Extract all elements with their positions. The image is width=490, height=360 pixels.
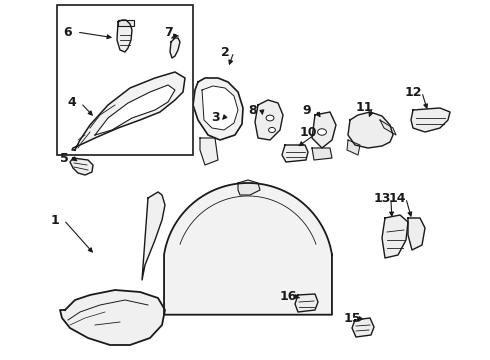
Text: 7: 7 [164,26,172,39]
Polygon shape [95,85,175,135]
Circle shape [269,127,275,132]
Polygon shape [72,72,185,150]
Polygon shape [282,145,308,162]
Text: 3: 3 [211,112,220,125]
Polygon shape [352,318,374,337]
Polygon shape [202,86,238,130]
Polygon shape [411,108,450,132]
Polygon shape [170,38,180,58]
Polygon shape [60,290,165,345]
Text: 9: 9 [303,104,311,117]
Polygon shape [70,158,93,175]
Polygon shape [380,120,396,135]
Text: 8: 8 [249,104,257,117]
Polygon shape [117,20,132,52]
Bar [57,5,193,155]
Polygon shape [164,183,332,315]
Text: 1: 1 [50,213,59,226]
Polygon shape [382,215,408,258]
Text: 11: 11 [355,100,373,113]
Polygon shape [312,148,332,160]
Polygon shape [142,192,165,280]
Polygon shape [347,140,360,155]
Polygon shape [118,20,134,26]
Polygon shape [255,100,283,140]
Circle shape [318,129,326,135]
Text: 15: 15 [343,311,361,324]
Polygon shape [193,78,243,140]
Text: 10: 10 [299,126,317,139]
Polygon shape [295,294,318,312]
Polygon shape [200,138,218,165]
Text: 14: 14 [388,192,406,204]
Text: 5: 5 [60,152,69,165]
Text: 13: 13 [373,192,391,204]
Text: 2: 2 [220,45,229,58]
Text: 16: 16 [279,291,296,303]
Polygon shape [348,112,393,148]
Polygon shape [238,180,260,195]
Circle shape [266,115,274,121]
Text: 6: 6 [64,26,73,39]
Text: 4: 4 [68,96,76,109]
Polygon shape [408,218,425,250]
Polygon shape [312,112,336,148]
Text: 12: 12 [404,85,422,99]
